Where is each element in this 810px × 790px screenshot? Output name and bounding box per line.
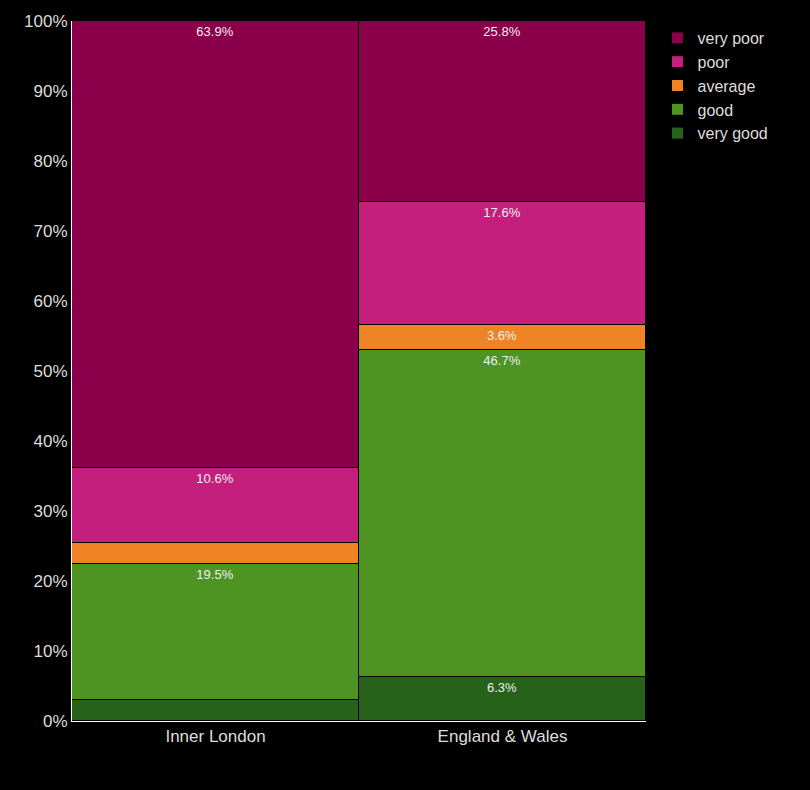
svg-text:70%: 70% [34, 222, 68, 241]
svg-text:60%: 60% [34, 292, 68, 311]
svg-text:good: good [697, 102, 733, 119]
svg-text:90%: 90% [34, 82, 68, 101]
svg-text:25.8%: 25.8% [483, 24, 520, 39]
svg-text:average: average [697, 78, 755, 95]
svg-text:17.6%: 17.6% [483, 205, 520, 220]
svg-text:England & Wales: England & Wales [438, 727, 568, 746]
svg-text:Inner London: Inner London [165, 727, 265, 746]
svg-text:40%: 40% [34, 432, 68, 451]
svg-text:30%: 30% [34, 502, 68, 521]
svg-text:50%: 50% [34, 362, 68, 381]
svg-text:very poor: very poor [697, 30, 764, 47]
svg-text:19.5%: 19.5% [196, 567, 233, 582]
svg-text:very good: very good [697, 125, 767, 142]
svg-text:10.6%: 10.6% [196, 471, 233, 486]
svg-text:3.6%: 3.6% [487, 328, 517, 343]
svg-text:80%: 80% [34, 152, 68, 171]
svg-text:20%: 20% [34, 572, 68, 591]
svg-text:100%: 100% [24, 12, 67, 31]
svg-text:6.3%: 6.3% [487, 680, 517, 695]
svg-text:poor: poor [697, 54, 730, 71]
svg-text:46.7%: 46.7% [483, 353, 520, 368]
svg-text:63.9%: 63.9% [196, 24, 233, 39]
svg-text:10%: 10% [34, 642, 68, 661]
svg-text:0%: 0% [43, 712, 68, 731]
